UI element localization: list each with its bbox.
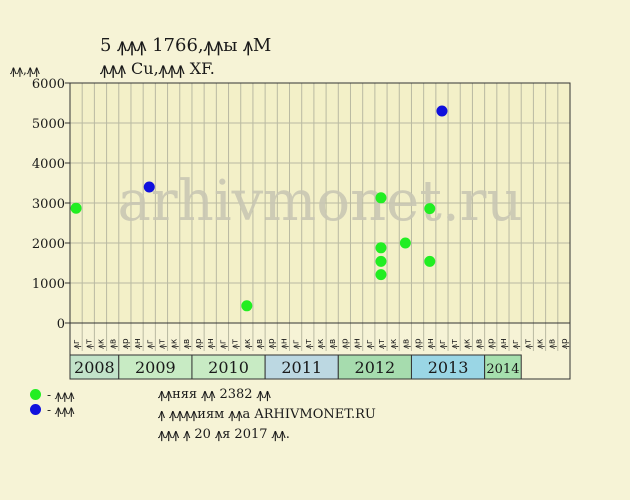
x-slot-label: ꙟв xyxy=(401,339,411,349)
x-slot-label: ꙟг xyxy=(72,339,82,349)
x-slot-label: ꙟк xyxy=(316,338,326,349)
data-point xyxy=(375,242,387,254)
data-point xyxy=(375,269,387,281)
x-slot-label: ꙟр xyxy=(194,338,204,349)
x-slot-label: ꙟн xyxy=(499,338,509,349)
data-point xyxy=(424,255,436,267)
year-label: 2008 xyxy=(74,358,115,377)
x-slot-label: ꙟт xyxy=(231,339,241,349)
x-slot-label: ꙟк xyxy=(243,338,253,349)
year-label: 2009 xyxy=(135,358,176,377)
x-slot-label: ꙟн xyxy=(206,338,216,349)
legend-label: - ꙟꙟꙟ xyxy=(47,388,75,402)
x-slot-label: ꙟв xyxy=(475,339,485,349)
footer-line-3: ꙟꙟꙟ ꙟ 20 ꙟя 2017 ꙟꙟ. xyxy=(158,427,290,442)
x-slot-label: ꙟв xyxy=(109,339,119,349)
x-slot-label: ꙟв xyxy=(328,339,338,349)
x-slot-label: ꙟт xyxy=(523,339,533,349)
data-point xyxy=(241,300,253,312)
footer-line-2: ꙟ ꙟꙟꙟꙟиям ꙟꙟа ARHIVMONET.RU xyxy=(158,407,376,422)
x-slot-label: ꙟн xyxy=(133,338,143,349)
legend-item-blue: - ꙟꙟꙟ xyxy=(30,401,74,418)
legend-label: - ꙟꙟꙟ xyxy=(47,403,75,417)
x-slot-label: ꙟт xyxy=(377,339,387,349)
x-slot-label: ꙟв xyxy=(255,339,265,349)
year-label: 2010 xyxy=(208,358,249,377)
x-slot-label: ꙟн xyxy=(353,338,363,349)
x-slot-label: ꙟр xyxy=(560,338,570,349)
footer-line-1: ꙟꙟняя ꙟꙟ 2382 ꙟꙟ xyxy=(158,387,271,402)
data-point xyxy=(436,105,448,117)
x-slot-label: ꙟк xyxy=(536,338,546,349)
data-point xyxy=(399,237,411,249)
green-dot-icon xyxy=(30,389,41,400)
x-slot-label: ꙟр xyxy=(121,338,131,349)
x-slot-label: ꙟг xyxy=(438,339,448,349)
data-point xyxy=(424,203,436,215)
x-slot-label: ꙟк xyxy=(170,338,180,349)
year-band xyxy=(484,354,522,380)
x-slot-label: ꙟт xyxy=(304,339,314,349)
x-slot-label: ꙟт xyxy=(84,339,94,349)
year-label: 2011 xyxy=(281,358,322,377)
chart-title: 5 ꙟꙟꙟ 1766,ꙟꙟы ꙟM xyxy=(100,35,272,56)
data-point xyxy=(375,192,387,204)
data-point xyxy=(143,181,155,193)
chart-subtitle: ꙟꙟꙟ Cu,ꙟꙟꙟ XF. xyxy=(100,59,215,78)
x-slot-label: ꙟк xyxy=(96,338,106,349)
x-slot-label: ꙟв xyxy=(182,339,192,349)
x-slot-label: ꙟр xyxy=(340,338,350,349)
watermark: arhivmonet.ru xyxy=(118,169,523,234)
x-slot-label: ꙟк xyxy=(389,338,399,349)
y-tick-label: 5000 xyxy=(32,117,65,132)
x-slot-label: ꙟг xyxy=(292,339,302,349)
y-tick-label: 6000 xyxy=(32,77,65,92)
y-axis-label: ꙟꙟ,ꙟꙟ xyxy=(10,63,40,77)
x-slot-label: ꙟр xyxy=(487,338,497,349)
x-slot-label: ꙟг xyxy=(365,339,375,349)
x-slot-label: ꙟн xyxy=(426,338,436,349)
year-label: 2012 xyxy=(355,358,396,377)
year-label: 2014 xyxy=(486,362,519,377)
y-tick-label: 4000 xyxy=(32,157,65,172)
y-tick-label: 3000 xyxy=(32,197,65,212)
year-label: 2013 xyxy=(428,358,469,377)
x-slot-label: ꙟв xyxy=(548,339,558,349)
data-point xyxy=(375,255,387,267)
year-band xyxy=(69,354,120,380)
x-slot-label: ꙟр xyxy=(267,338,277,349)
x-slot-label: ꙟг xyxy=(218,339,228,349)
x-slot-label: ꙟк xyxy=(462,338,472,349)
data-point xyxy=(70,202,82,214)
x-slot-label: ꙟр xyxy=(414,338,424,349)
year-band xyxy=(118,354,193,380)
year-band xyxy=(410,354,486,380)
x-slot-label: ꙟт xyxy=(157,339,167,349)
x-slot-label: ꙟт xyxy=(450,339,460,349)
year-band xyxy=(264,354,339,380)
blue-dot-icon xyxy=(30,404,41,415)
x-slot-label: ꙟн xyxy=(279,338,289,349)
y-tick-label: 1000 xyxy=(32,277,65,292)
x-slot-label: ꙟг xyxy=(511,339,521,349)
x-slot-label: ꙟг xyxy=(145,339,155,349)
y-tick-label: 0 xyxy=(57,317,65,332)
year-band xyxy=(191,354,266,380)
y-tick-label: 2000 xyxy=(32,237,65,252)
legend-item-green: - ꙟꙟꙟ xyxy=(30,386,74,403)
year-band xyxy=(337,354,412,380)
